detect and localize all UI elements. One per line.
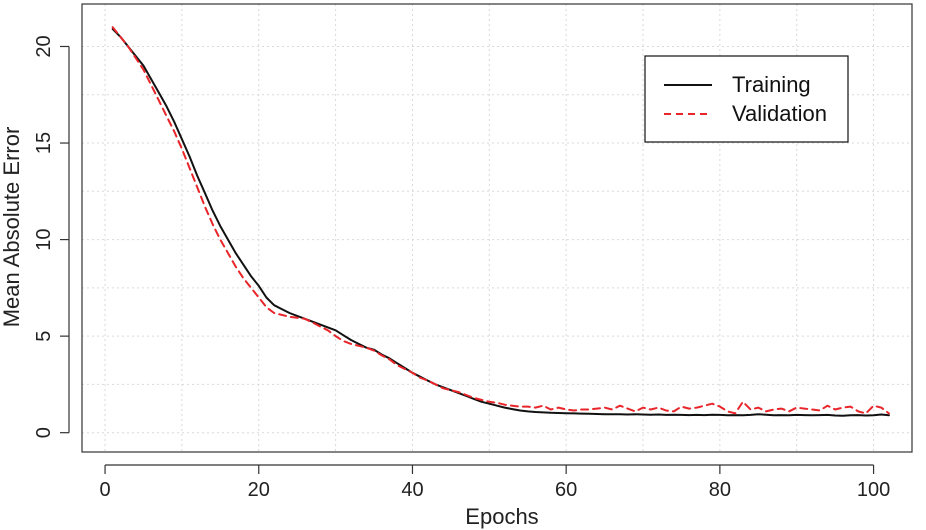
- x-axis: 0 20 40 60 80 100: [99, 464, 890, 501]
- y-axis: 0 5 10 15 20: [33, 35, 70, 438]
- x-tick-label: 80: [709, 479, 731, 501]
- x-axis-label: Epochs: [465, 504, 538, 529]
- y-tick-label: 20: [33, 35, 55, 57]
- y-tick-label: 0: [33, 427, 55, 438]
- x-tick-label: 20: [248, 479, 270, 501]
- series-line-validation: [111, 26, 890, 415]
- x-tick-label: 100: [857, 479, 890, 501]
- y-tick-label: 15: [33, 132, 55, 154]
- y-tick-label: 5: [33, 331, 55, 342]
- y-tick-label: 10: [33, 228, 55, 250]
- y-axis-label: Mean Absolute Error: [0, 127, 24, 328]
- x-tick-label: 40: [401, 479, 423, 501]
- series-layer: [111, 26, 890, 417]
- legend: Training Validation: [644, 55, 849, 143]
- legend-label-validation: Validation: [732, 101, 827, 126]
- legend-box: [644, 55, 849, 143]
- x-tick-label: 60: [555, 479, 577, 501]
- series-line-training: [111, 28, 890, 417]
- plot-frame: [81, 3, 913, 453]
- legend-label-training: Training: [732, 72, 811, 97]
- grid-lines: [82, 4, 912, 452]
- x-tick-label: 0: [99, 479, 110, 501]
